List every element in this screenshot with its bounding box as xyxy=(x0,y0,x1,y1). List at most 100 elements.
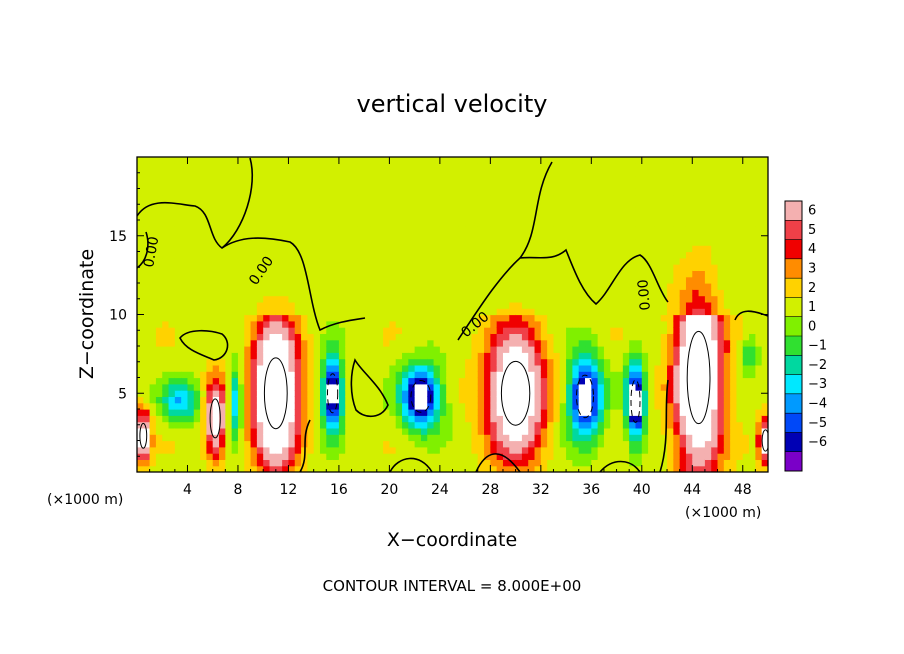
heatmap-cell xyxy=(585,289,592,297)
heatmap-cell xyxy=(433,415,441,423)
heatmap-cell xyxy=(654,213,662,221)
heatmap-cell xyxy=(364,434,372,442)
heatmap-cell xyxy=(364,390,372,397)
heatmap-cell xyxy=(420,415,428,423)
heatmap-cell xyxy=(275,276,283,284)
heatmap-cell xyxy=(155,238,163,246)
heatmap-cell xyxy=(660,245,668,253)
heatmap-cell xyxy=(502,333,510,341)
heatmap-cell xyxy=(603,276,611,284)
heatmap-cell xyxy=(326,358,334,366)
heatmap-cell xyxy=(465,169,473,177)
heatmap-cell xyxy=(755,264,763,271)
heatmap-cell xyxy=(313,440,321,448)
heatmap-cell xyxy=(585,396,592,404)
heatmap-cell xyxy=(149,295,157,303)
heatmap-cell xyxy=(256,163,264,171)
heatmap-cell xyxy=(326,232,334,240)
heatmap-cell xyxy=(698,390,706,397)
heatmap-cell xyxy=(704,276,712,284)
heatmap-cell xyxy=(319,238,327,246)
heatmap-cell xyxy=(534,427,542,435)
heatmap-cell xyxy=(730,295,738,303)
heatmap-cell xyxy=(364,245,372,253)
heatmap-cell xyxy=(698,226,706,234)
heatmap-cell xyxy=(219,364,226,372)
heatmap-cell xyxy=(345,182,353,190)
heatmap-cell xyxy=(452,232,460,240)
heatmap-cell xyxy=(585,207,592,215)
heatmap-cell xyxy=(730,339,738,347)
heatmap-cell xyxy=(168,169,176,177)
heatmap-cell xyxy=(717,207,725,215)
heatmap-cell xyxy=(761,320,768,328)
heatmap-cell xyxy=(654,320,662,328)
heatmap-cell xyxy=(742,232,750,240)
heatmap-cell xyxy=(288,440,296,448)
heatmap-cell xyxy=(219,371,226,379)
heatmap-cell xyxy=(692,207,700,215)
heatmap-cell xyxy=(761,434,768,442)
heatmap-cell xyxy=(477,264,485,271)
heatmap-cell xyxy=(137,396,144,404)
heatmap-cell xyxy=(660,295,668,303)
heatmap-cell xyxy=(376,238,384,246)
heatmap-cell xyxy=(566,440,573,448)
heatmap-cell xyxy=(332,207,340,215)
heatmap-cell xyxy=(654,415,662,423)
heatmap-cell xyxy=(490,377,498,385)
heatmap-cell xyxy=(294,409,302,416)
heatmap-cell xyxy=(162,371,170,379)
heatmap-cell xyxy=(521,459,529,467)
heatmap-cell xyxy=(471,314,479,322)
heatmap-cell xyxy=(591,358,599,366)
heatmap-cell xyxy=(755,390,763,397)
heatmap-cell xyxy=(559,446,567,454)
heatmap-cell xyxy=(610,415,618,423)
heatmap-cell xyxy=(521,276,529,284)
heatmap-cell xyxy=(723,409,731,416)
heatmap-cell xyxy=(521,220,529,227)
heatmap-cell xyxy=(465,390,473,397)
heatmap-cell xyxy=(477,220,485,227)
heatmap-cell xyxy=(313,220,321,227)
heatmap-cell xyxy=(200,364,208,372)
heatmap-cell xyxy=(496,333,504,341)
heatmap-cell xyxy=(237,238,245,246)
heatmap-cell xyxy=(547,446,555,454)
heatmap-cell xyxy=(332,238,340,246)
heatmap-cell xyxy=(376,364,384,372)
heatmap-cell xyxy=(326,333,334,341)
heatmap-cell xyxy=(711,232,719,240)
heatmap-cell xyxy=(515,276,523,284)
heatmap-cell xyxy=(383,446,390,454)
heatmap-cell xyxy=(294,182,302,190)
heatmap-cell xyxy=(465,213,473,221)
heatmap-cell xyxy=(301,314,308,322)
heatmap-cell xyxy=(616,251,624,259)
heatmap-cell xyxy=(206,232,214,240)
heatmap-cell xyxy=(376,283,384,290)
heatmap-cell xyxy=(326,415,334,423)
heatmap-cell xyxy=(275,409,283,416)
heatmap-cell xyxy=(685,409,693,416)
heatmap-cell xyxy=(439,201,447,208)
heatmap-cell xyxy=(389,409,397,416)
heatmap-cell xyxy=(332,465,340,472)
heatmap-cell xyxy=(704,415,712,423)
heatmap-cell xyxy=(383,264,390,271)
heatmap-cell xyxy=(427,364,435,372)
heatmap-cell xyxy=(338,402,346,410)
heatmap-cell xyxy=(597,390,605,397)
heatmap-cell xyxy=(301,409,308,416)
heatmap-cell xyxy=(509,238,517,246)
heatmap-cell xyxy=(559,333,567,341)
heatmap-cell xyxy=(395,421,403,429)
heatmap-cell xyxy=(389,264,397,271)
heatmap-cell xyxy=(534,327,542,334)
heatmap-cell xyxy=(578,346,586,353)
heatmap-cell xyxy=(294,371,302,379)
heatmap-cell xyxy=(484,257,491,265)
heatmap-cell xyxy=(219,446,226,454)
heatmap-cell xyxy=(660,415,668,423)
